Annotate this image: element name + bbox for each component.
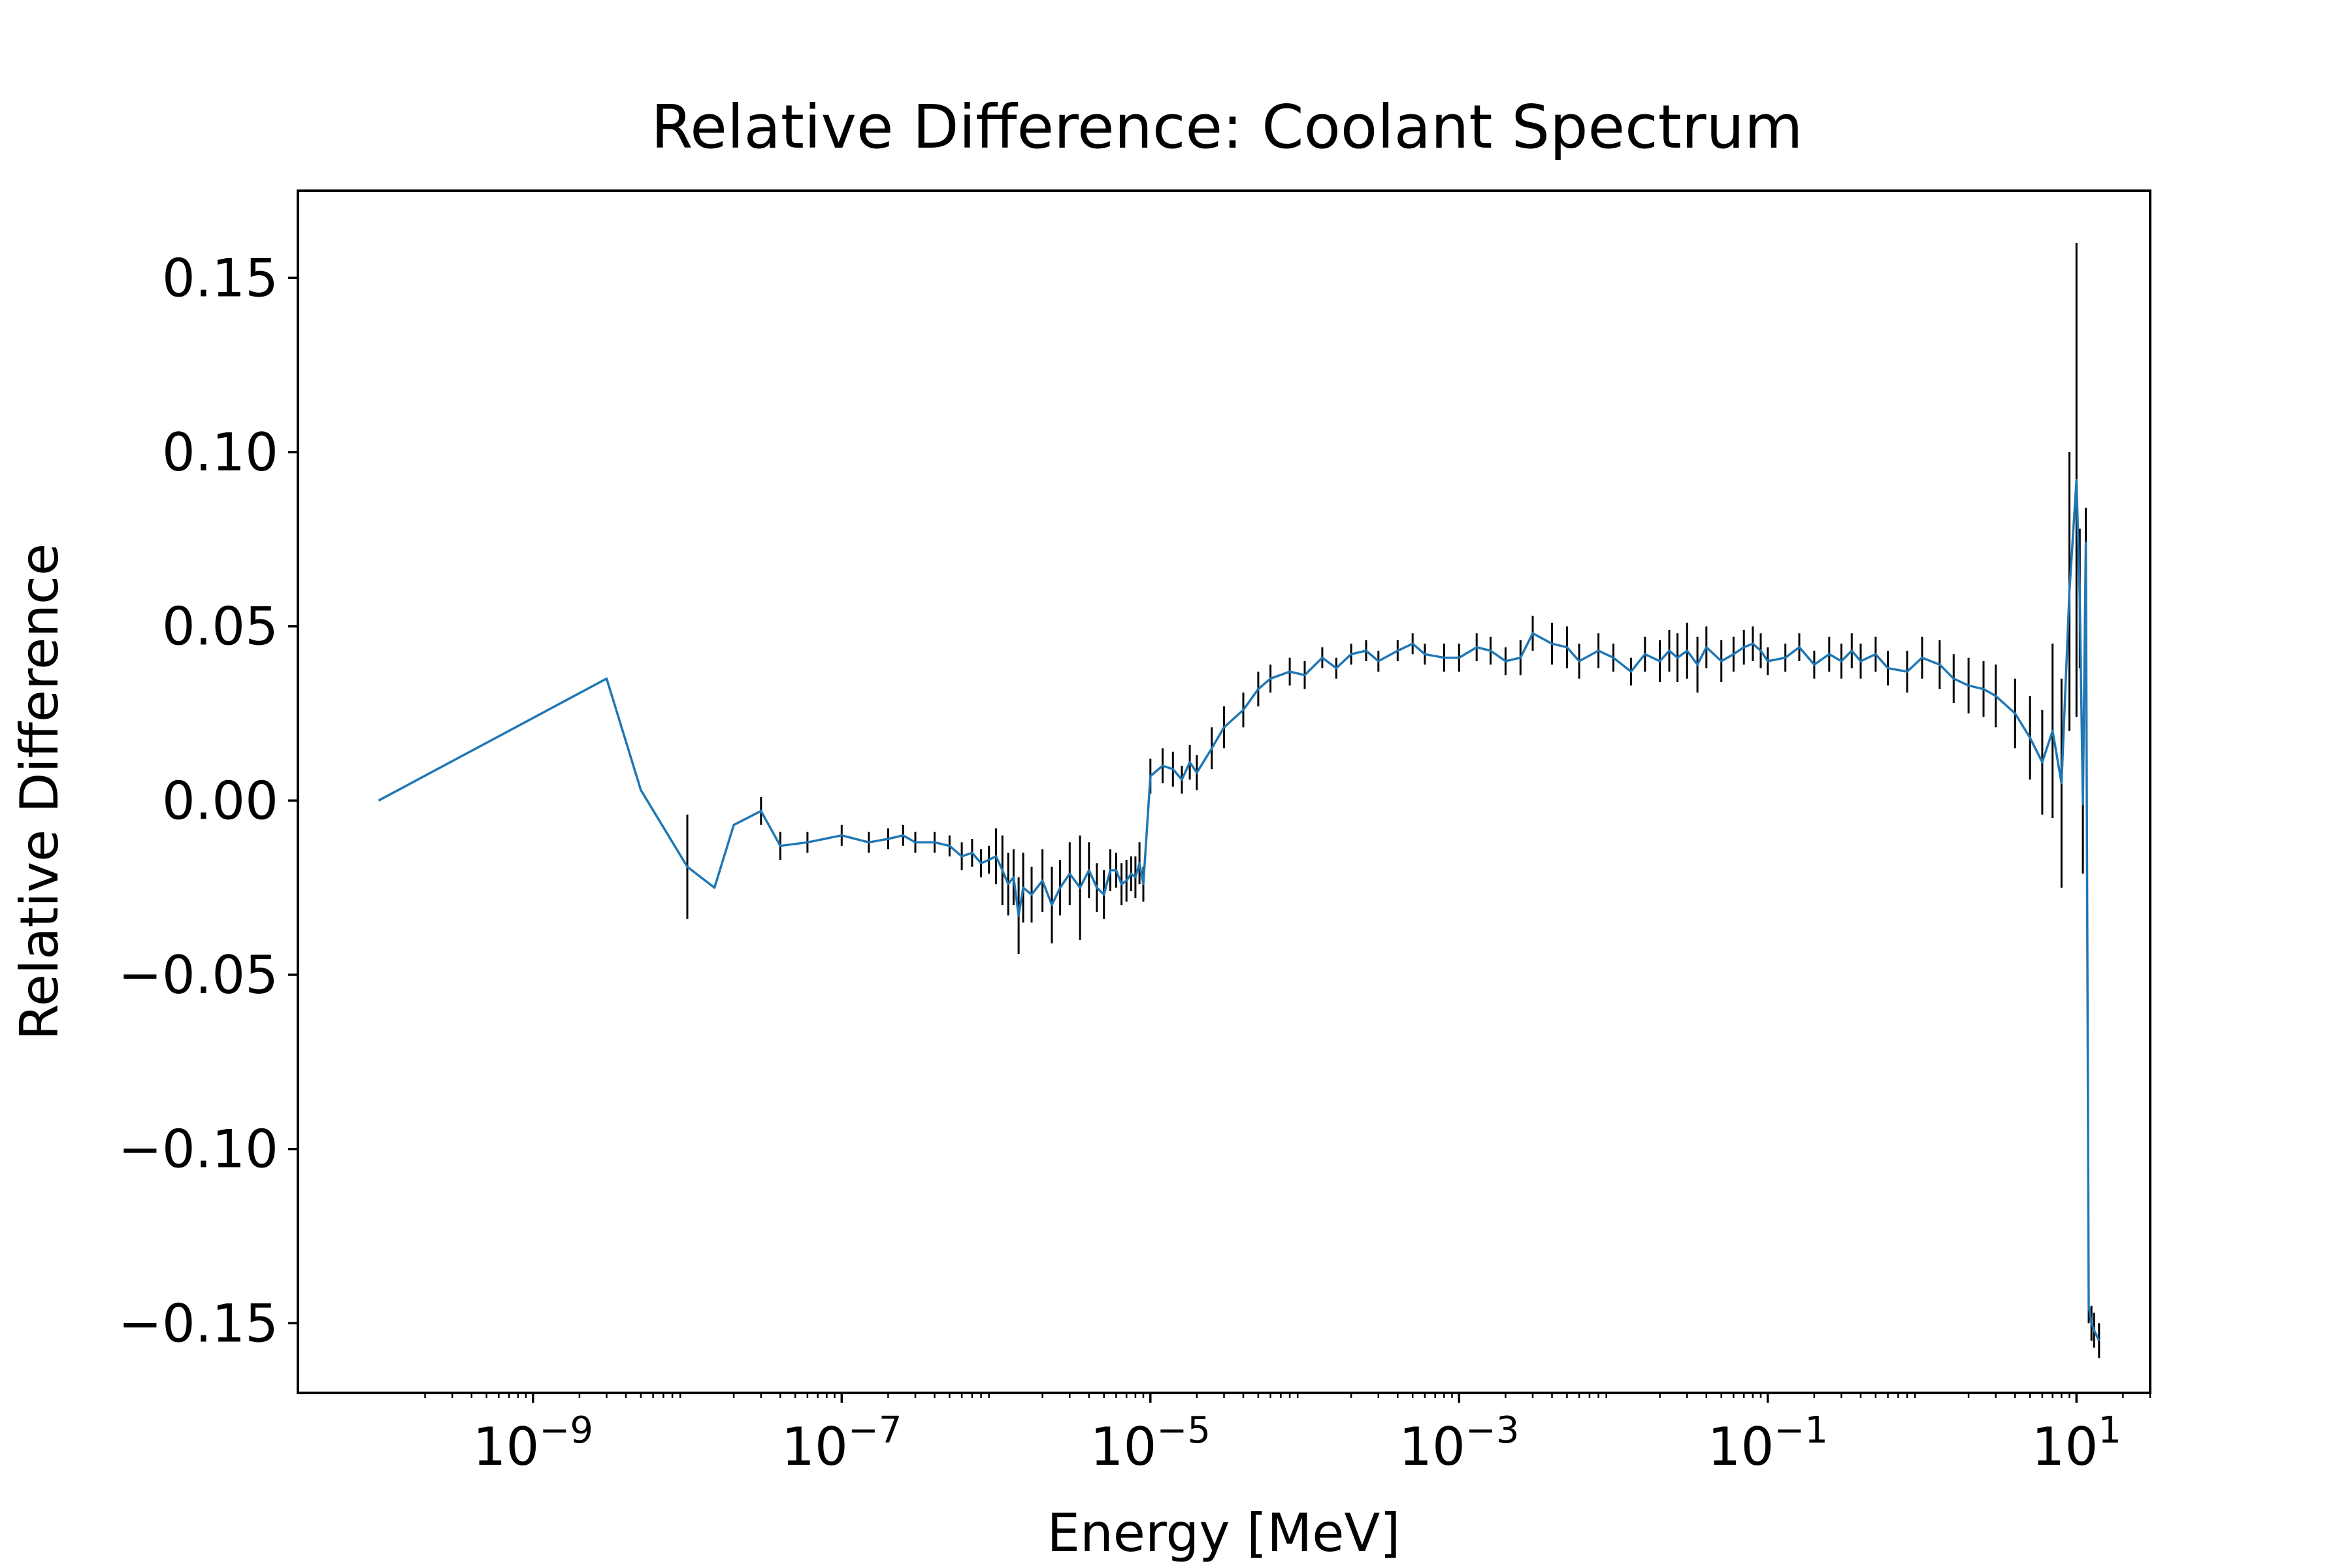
y-tick-label: 0.10 [162, 422, 278, 483]
series-line [378, 478, 2100, 1341]
y-tick-label: −0.15 [118, 1293, 278, 1354]
y-tick-label: −0.05 [118, 945, 278, 1005]
y-axis-label: Relative Difference [9, 544, 70, 1040]
plot-area [378, 243, 2100, 1358]
x-tick-label: 10−5 [1090, 1409, 1211, 1477]
x-tick-label: 10−7 [781, 1409, 902, 1477]
y-tick-label: 0.00 [162, 770, 278, 831]
x-tick-label: 101 [2032, 1409, 2121, 1477]
x-axis-ticks: 10−9 10−7 10−5 10−3 10−1 101 [424, 1393, 2151, 1477]
y-tick-label: −0.10 [118, 1119, 278, 1180]
y-axis-ticks: 0.15 0.10 0.05 0.00 −0.05 −0.10 −0.15 [118, 248, 298, 1354]
x-axis-label: Energy [MeV] [1047, 1503, 1401, 1563]
y-tick-label: 0.05 [162, 596, 278, 657]
y-tick-label: 0.15 [162, 248, 278, 308]
x-tick-label: 10−3 [1399, 1409, 1519, 1477]
x-tick-label: 10−9 [473, 1409, 593, 1477]
x-tick-label: 10−1 [1708, 1409, 1828, 1477]
chart-title: Relative Difference: Coolant Spectrum [651, 92, 1803, 162]
